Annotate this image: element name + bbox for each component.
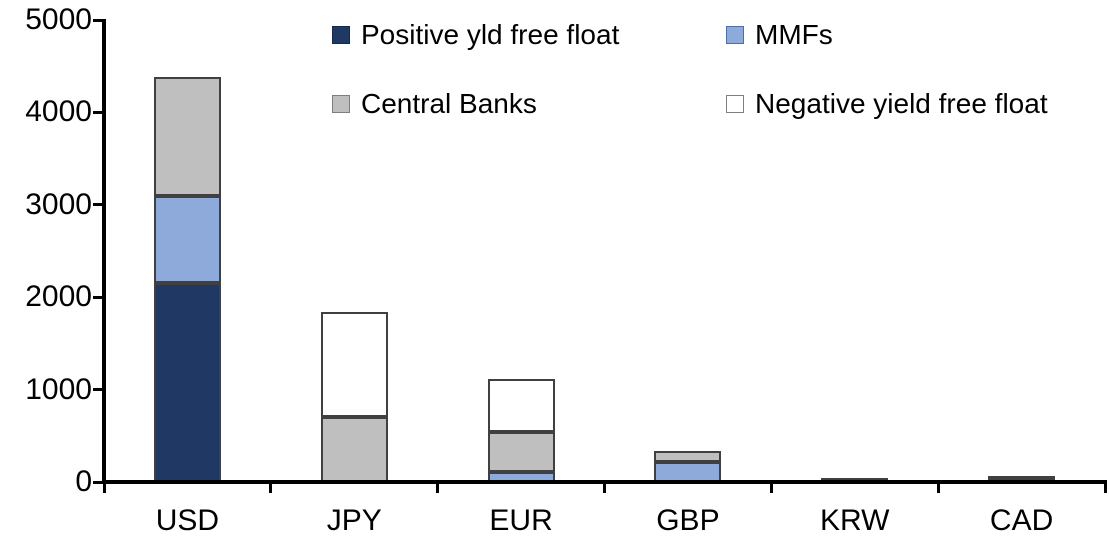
y-tick [93,480,102,484]
central-banks-swatch-icon [332,95,350,113]
y-tick [93,18,102,22]
positive-yld-swatch-icon [332,26,350,44]
x-axis [102,480,1107,484]
x-tick [603,484,606,493]
bar-segment [320,311,388,418]
legend-label: Negative yield free float [755,88,1048,119]
y-tick-label: 3000 [25,187,92,221]
legend-item-negative-yield: Negative yield free float [726,90,1048,118]
x-tick [436,484,440,493]
x-tick [269,484,273,493]
y-tick [93,203,102,207]
y-tick-label: 2000 [25,280,92,314]
y-tick-label: 0 [75,465,92,498]
x-tick [936,484,940,493]
x-axis-label: EUR [489,504,553,537]
bar-segment [320,417,388,482]
legend-label: MMFs [755,19,833,50]
y-tick [93,110,102,114]
legend-label: Positive yld free float [361,19,620,50]
legend-item-central-banks: Central Banks [332,90,537,118]
legend-item-mmfs: MMFs [726,21,833,49]
legend-item-positive-yld: Positive yld free float [332,21,619,49]
x-tick [769,484,773,493]
mmfs-swatch-icon [726,26,744,44]
x-axis-label: CAD [989,504,1054,537]
x-axis-label: JPY [326,504,382,537]
bar-segment [153,283,221,482]
x-axis-label: USD [155,504,220,537]
x-axis-label: KRW [820,504,890,537]
bar-segment [988,475,1056,480]
legend-label: Central Banks [361,88,537,119]
negative-yield-swatch-icon [726,95,744,113]
bar-segment [487,379,555,433]
x-axis-label: GBP [656,504,720,537]
bar-segment [654,451,722,462]
bar-segment [487,432,555,472]
bar-segment [654,461,722,482]
x-tick [1103,484,1107,493]
y-tick-label: 5000 [25,3,92,36]
y-tick-label: 1000 [25,372,92,406]
y-tick [93,295,102,299]
y-axis [102,19,106,484]
x-tick [102,484,106,493]
bar-segment [153,196,221,284]
bar-segment [153,77,221,197]
y-tick [93,388,102,392]
y-tick-label: 4000 [25,95,92,129]
